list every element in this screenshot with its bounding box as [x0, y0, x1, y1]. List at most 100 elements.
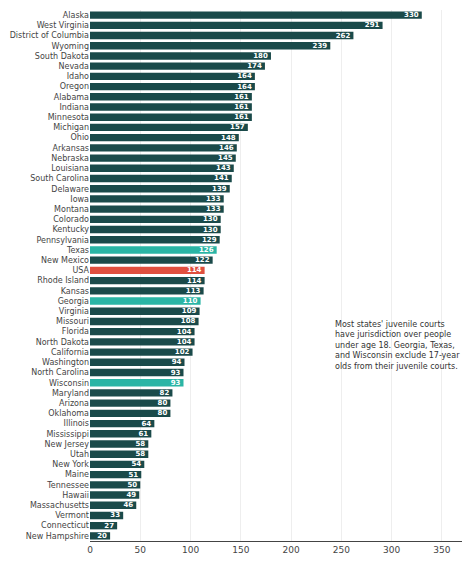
- svg-text:Louisiana: Louisiana: [51, 164, 89, 173]
- svg-text:110: 110: [183, 297, 198, 305]
- svg-text:122: 122: [195, 256, 210, 264]
- svg-text:58: 58: [135, 440, 145, 448]
- svg-text:50: 50: [135, 545, 147, 555]
- svg-text:Maine: Maine: [65, 470, 89, 479]
- svg-text:Idaho: Idaho: [67, 72, 89, 81]
- svg-text:161: 161: [234, 103, 249, 111]
- svg-text:130: 130: [203, 215, 218, 223]
- svg-text:Indiana: Indiana: [59, 103, 89, 112]
- svg-text:0: 0: [87, 545, 93, 555]
- svg-text:Maryland: Maryland: [52, 389, 89, 398]
- svg-text:146: 146: [219, 144, 234, 152]
- svg-text:82: 82: [160, 389, 170, 397]
- svg-text:California: California: [51, 348, 89, 357]
- svg-text:South Carolina: South Carolina: [30, 174, 89, 183]
- svg-text:61: 61: [138, 430, 148, 438]
- svg-text:27: 27: [104, 522, 114, 530]
- svg-text:161: 161: [234, 113, 249, 121]
- svg-text:Alabama: Alabama: [54, 93, 89, 102]
- svg-text:Wyoming: Wyoming: [51, 42, 89, 51]
- svg-text:Utah: Utah: [70, 450, 89, 459]
- svg-text:161: 161: [234, 93, 249, 101]
- svg-text:Nevada: Nevada: [58, 62, 89, 71]
- svg-text:Montana: Montana: [54, 205, 89, 214]
- svg-text:300: 300: [383, 545, 400, 555]
- svg-text:Washington: Washington: [42, 358, 89, 367]
- svg-text:Minnesota: Minnesota: [48, 113, 89, 122]
- svg-text:94: 94: [172, 358, 182, 366]
- svg-text:Connecticut: Connecticut: [41, 521, 89, 530]
- svg-text:50: 50: [127, 481, 137, 489]
- svg-text:South Dakota: South Dakota: [35, 52, 89, 61]
- svg-text:239: 239: [313, 42, 328, 50]
- svg-text:Ohio: Ohio: [71, 133, 90, 142]
- svg-text:145: 145: [218, 154, 233, 162]
- svg-text:Oklahoma: Oklahoma: [48, 409, 89, 418]
- svg-text:291: 291: [365, 21, 380, 29]
- svg-text:114: 114: [187, 266, 202, 274]
- svg-text:Alaska: Alaska: [63, 11, 89, 20]
- svg-text:157: 157: [230, 123, 245, 131]
- svg-text:58: 58: [135, 450, 145, 458]
- svg-text:54: 54: [131, 460, 141, 468]
- svg-text:Kentucky: Kentucky: [52, 225, 89, 234]
- svg-text:108: 108: [181, 317, 196, 325]
- svg-text:Oregon: Oregon: [60, 82, 89, 91]
- svg-text:North Dakota: North Dakota: [36, 338, 89, 347]
- svg-text:Pennsylvania: Pennsylvania: [36, 236, 89, 245]
- svg-text:Arkansas: Arkansas: [53, 144, 89, 153]
- svg-text:North Carolina: North Carolina: [31, 368, 89, 377]
- svg-text:200: 200: [282, 545, 299, 555]
- svg-text:Hawaii: Hawaii: [62, 491, 89, 500]
- svg-text:51: 51: [128, 471, 138, 479]
- svg-text:Arizona: Arizona: [59, 399, 89, 408]
- svg-text:46: 46: [123, 501, 133, 509]
- svg-text:Kansas: Kansas: [61, 287, 89, 296]
- svg-text:Missouri: Missouri: [56, 317, 89, 326]
- svg-text:New Mexico: New Mexico: [41, 256, 89, 265]
- svg-text:109: 109: [182, 307, 197, 315]
- svg-text:West Virginia: West Virginia: [37, 21, 89, 30]
- svg-text:Mississippi: Mississippi: [46, 430, 89, 439]
- svg-text:Wisconsin: Wisconsin: [49, 379, 89, 388]
- svg-text:Georgia: Georgia: [58, 297, 89, 306]
- svg-text:104: 104: [177, 328, 192, 336]
- svg-text:Texas: Texas: [66, 246, 89, 255]
- svg-text:129: 129: [202, 236, 217, 244]
- svg-text:104: 104: [177, 338, 192, 346]
- svg-text:Most states' juvenile courtsha: Most states' juvenile courtshave jurisdi…: [335, 320, 460, 371]
- svg-text:180: 180: [253, 52, 268, 60]
- svg-text:93: 93: [171, 379, 181, 387]
- svg-text:USA: USA: [72, 266, 89, 275]
- svg-text:143: 143: [216, 164, 231, 172]
- svg-text:114: 114: [187, 277, 202, 285]
- svg-text:130: 130: [203, 226, 218, 234]
- svg-text:64: 64: [141, 420, 151, 428]
- svg-text:126: 126: [199, 246, 214, 254]
- svg-text:Tennessee: Tennessee: [46, 481, 89, 490]
- svg-text:350: 350: [433, 545, 450, 555]
- svg-text:Massachusetts: Massachusetts: [30, 501, 89, 510]
- svg-text:113: 113: [186, 287, 201, 295]
- svg-text:164: 164: [237, 83, 252, 91]
- svg-text:Virginia: Virginia: [59, 307, 89, 316]
- svg-text:Colorado: Colorado: [53, 215, 89, 224]
- svg-text:93: 93: [171, 369, 181, 377]
- svg-text:164: 164: [237, 72, 252, 80]
- svg-text:141: 141: [214, 174, 229, 182]
- svg-text:139: 139: [212, 185, 227, 193]
- svg-text:33: 33: [110, 511, 120, 519]
- svg-text:New Hampshire: New Hampshire: [26, 532, 89, 541]
- svg-text:80: 80: [158, 399, 168, 407]
- svg-text:Rhode Island: Rhode Island: [37, 276, 89, 285]
- svg-text:150: 150: [232, 545, 249, 555]
- svg-text:49: 49: [126, 491, 136, 499]
- svg-text:250: 250: [333, 545, 350, 555]
- svg-text:Nebraska: Nebraska: [51, 154, 89, 163]
- svg-text:100: 100: [182, 545, 199, 555]
- svg-text:Illinois: Illinois: [64, 419, 89, 428]
- svg-text:Iowa: Iowa: [70, 195, 89, 204]
- svg-text:262: 262: [336, 32, 351, 40]
- svg-text:330: 330: [404, 11, 419, 19]
- svg-text:174: 174: [247, 62, 262, 70]
